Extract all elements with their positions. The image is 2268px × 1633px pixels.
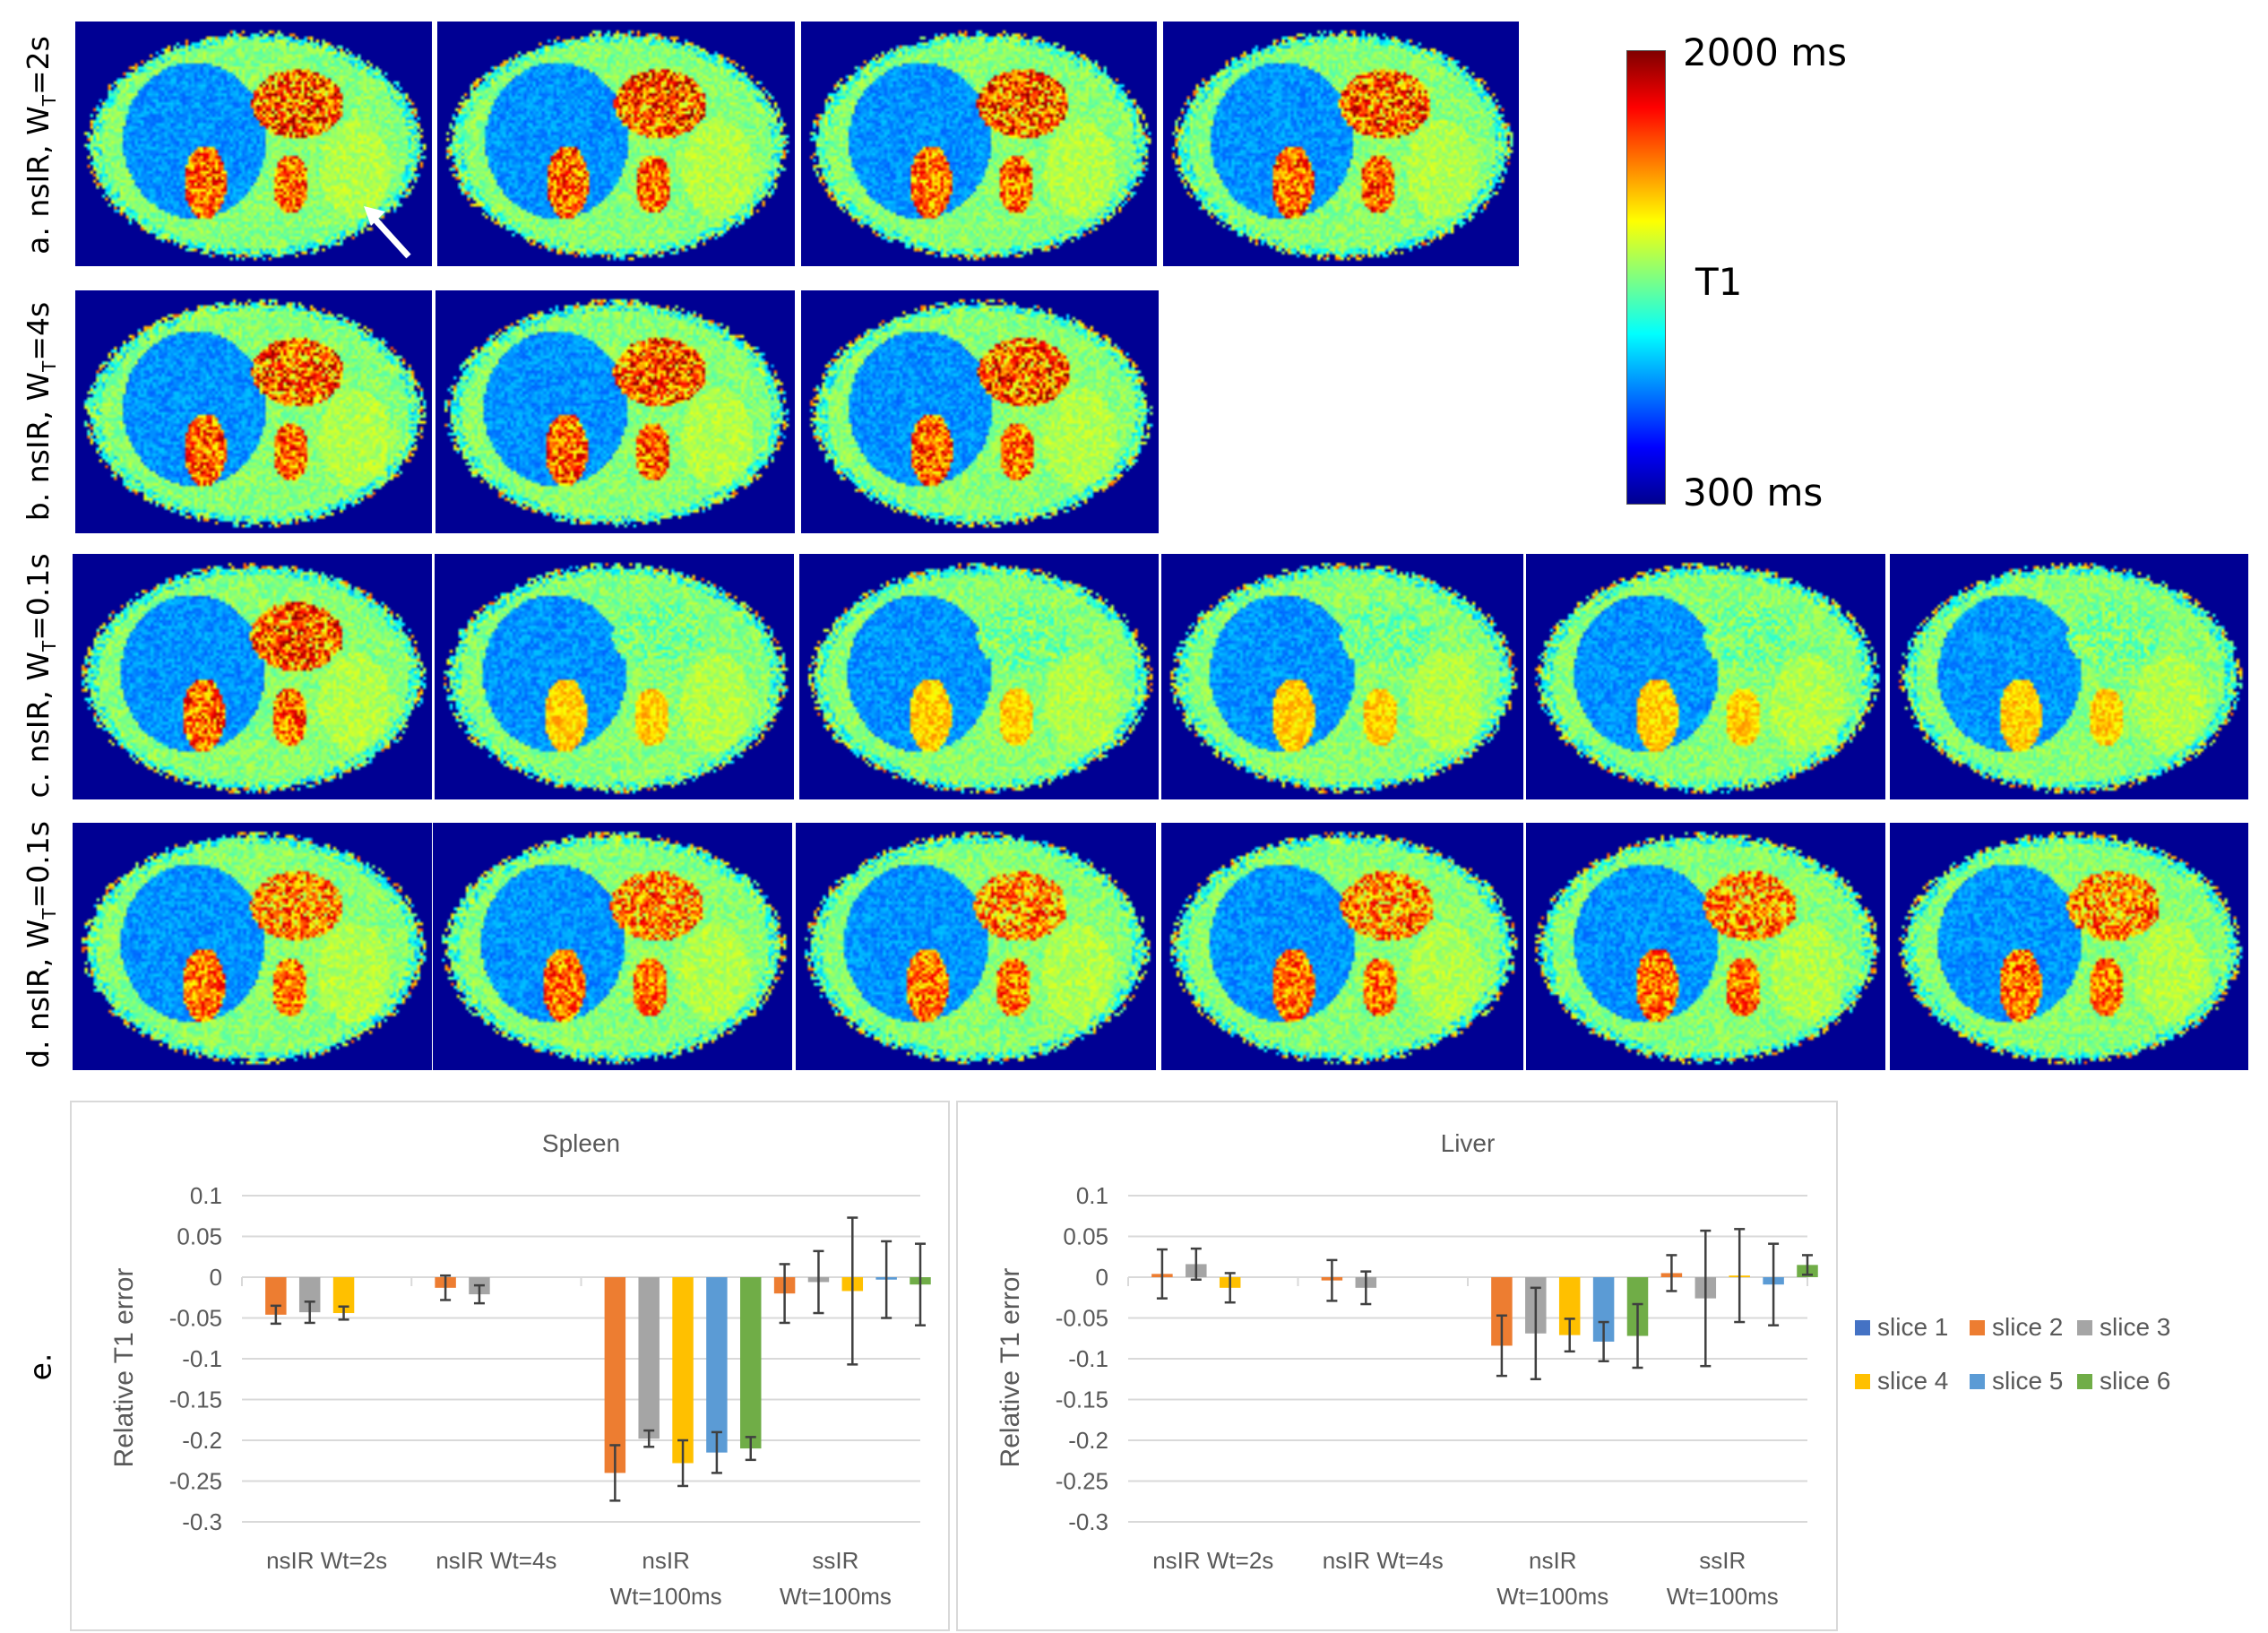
bar-slice-5: [1592, 1277, 1615, 1342]
row-label-b: b. nsIR, WT=4s: [21, 301, 60, 522]
x-tick-label: Wt=100ms: [610, 1583, 722, 1610]
x-tick-label: nsIR: [1529, 1547, 1576, 1574]
x-tick-label: nsIR Wt=4s: [435, 1547, 556, 1574]
colorbar-min-label: 300 ms: [1683, 471, 1824, 514]
legend-item-slice-1: slice 1: [1855, 1313, 1948, 1342]
t1-map-image: [1890, 554, 2248, 799]
t1-map-image: [801, 290, 1159, 533]
y-tick-label: 0.1: [1076, 1182, 1108, 1209]
colorbar-max-label: 2000 ms: [1683, 30, 1848, 74]
t1-map-image: [73, 554, 432, 799]
spleen-chart: Spleen 0.1 0.05 0 -0.05 -0.1 -0.15 -0.2 -0.25 -0.…: [70, 1101, 950, 1631]
t1-map-image: [433, 823, 792, 1070]
bar-slice-3: [638, 1277, 660, 1439]
t1-map-image: [1161, 823, 1523, 1070]
t1-map-image: [1526, 823, 1885, 1070]
legend-swatch: [2077, 1319, 2092, 1335]
legend-label: slice 5: [1992, 1367, 2064, 1395]
x-tick-label: Wt=100ms: [780, 1583, 892, 1610]
liver-chart: Liver 0.1 0.05 0 -0.05 -0.1 -0.15 -0.2 -0.25 -0.3…: [956, 1101, 1838, 1631]
legend-swatch: [1855, 1319, 1870, 1335]
t1-map-image: [435, 290, 795, 533]
y-tick-label: -0.1: [182, 1345, 222, 1372]
panel-e-label: e.: [22, 1352, 58, 1381]
y-tick-label: 0.1: [190, 1182, 222, 1209]
y-tick-label: -0.25: [1056, 1468, 1108, 1495]
x-tick-label: ssIR: [812, 1547, 858, 1574]
legend-swatch: [2077, 1373, 2092, 1389]
chart-title: Spleen: [542, 1129, 620, 1157]
row-label-c: c. nsIR, WT=0.1s: [21, 553, 60, 799]
t1-map-image: [1163, 22, 1519, 266]
bar-slice-2: [604, 1277, 626, 1473]
y-tick-label: -0.2: [1068, 1427, 1108, 1454]
legend-item-slice-3: slice 3: [2077, 1313, 2170, 1342]
y-tick-label: 0.05: [1063, 1223, 1108, 1250]
legend-label: slice 2: [1992, 1313, 2064, 1341]
colorbar-title: T1: [1695, 260, 1743, 304]
legend-label: slice 4: [1877, 1367, 1949, 1395]
y-tick-label: -0.2: [182, 1427, 222, 1454]
x-tick-label: nsIR Wt=4s: [1323, 1547, 1444, 1574]
y-tick-label: -0.25: [169, 1468, 222, 1495]
t1-map-image: [75, 290, 432, 533]
row-label-a: a. nsIR, WT=2s: [21, 36, 60, 255]
x-tick-label: nsIR: [642, 1547, 689, 1574]
bar-slice-2: [1491, 1277, 1513, 1346]
legend-item-slice-2: slice 2: [1970, 1313, 2063, 1342]
bar-slice-6: [740, 1277, 762, 1449]
y-tick-label: -0.1: [1068, 1345, 1108, 1372]
legend-swatch: [1970, 1319, 1985, 1335]
t1-map-image: [75, 22, 432, 266]
t1-map-image: [796, 823, 1156, 1070]
bar-slice-4: [332, 1277, 355, 1314]
x-tick-label: ssIR: [1699, 1547, 1746, 1574]
x-tick-label: nsIR Wt=2s: [1152, 1547, 1273, 1574]
t1-map-image: [801, 22, 1157, 266]
arrow-icon: [364, 206, 411, 259]
y-axis-label: Relative T1 error: [996, 1268, 1025, 1468]
legend-item-slice-5: slice 5: [1970, 1367, 2063, 1395]
y-tick-label: -0.05: [1056, 1305, 1108, 1332]
legend-item-slice-6: slice 6: [2077, 1367, 2170, 1395]
y-axis-label: Relative T1 error: [109, 1268, 139, 1468]
bar-slice-5: [706, 1277, 728, 1453]
bar-slice-3: [298, 1277, 321, 1313]
chart-title: Liver: [1441, 1129, 1496, 1157]
legend-swatch: [1970, 1373, 1985, 1389]
bar-slice-4: [1558, 1277, 1581, 1335]
legend-label: slice 3: [2100, 1313, 2171, 1341]
t1-map-image: [1890, 823, 2248, 1070]
t1-map-image: [1161, 554, 1523, 799]
t1-map-image: [435, 554, 794, 799]
y-tick-label: -0.05: [169, 1305, 222, 1332]
x-tick-label: Wt=100ms: [1667, 1583, 1779, 1610]
row-label-d: d. nsIR, WT=0.1s: [21, 821, 60, 1068]
t1-map-image: [437, 22, 795, 266]
t1-colorbar: [1626, 50, 1666, 505]
t1-map-image: [1526, 554, 1885, 799]
y-tick-label: -0.15: [1056, 1387, 1108, 1413]
bar-slice-4: [672, 1277, 694, 1464]
legend-label: slice 6: [2100, 1367, 2171, 1395]
t1-map-image: [73, 823, 432, 1070]
legend-swatch: [1855, 1373, 1870, 1389]
y-tick-label: 0: [210, 1264, 222, 1291]
y-tick-label: 0: [1096, 1264, 1108, 1291]
legend-label: slice 1: [1877, 1313, 1949, 1341]
y-tick-label: -0.15: [169, 1387, 222, 1413]
y-tick-label: -0.3: [1068, 1508, 1108, 1535]
legend-item-slice-4: slice 4: [1855, 1367, 1948, 1395]
y-tick-label: -0.3: [182, 1508, 222, 1535]
x-tick-label: Wt=100ms: [1496, 1583, 1608, 1610]
y-tick-label: 0.05: [177, 1223, 222, 1250]
x-tick-label: nsIR Wt=2s: [266, 1547, 387, 1574]
t1-map-image: [799, 554, 1159, 799]
